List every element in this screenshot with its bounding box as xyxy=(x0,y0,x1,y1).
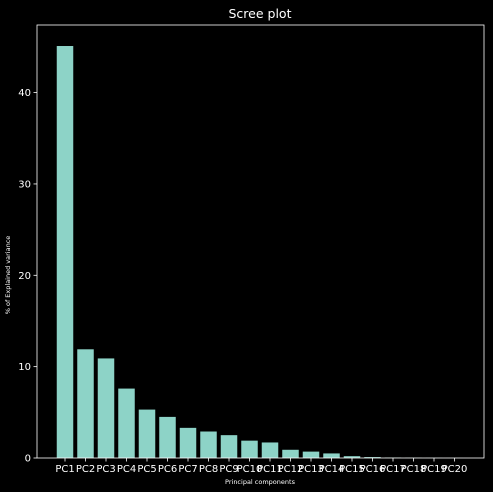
bar-pc5 xyxy=(138,409,156,458)
y-axis-label: % of Explained variance xyxy=(4,236,12,315)
bar-pc14 xyxy=(323,453,340,458)
x-tick-label: PC2 xyxy=(76,464,95,475)
y-tick-label: 20 xyxy=(18,271,31,282)
bar-pc15 xyxy=(343,456,361,458)
y-tick-label: 40 xyxy=(18,88,31,99)
x-tick-label: PC8 xyxy=(199,464,218,475)
x-tick-label: PC18 xyxy=(401,464,427,475)
chart-title: Scree plot xyxy=(229,6,292,21)
bar-pc13 xyxy=(302,451,320,458)
x-tick-label: PC14 xyxy=(319,464,345,475)
bar-pc3 xyxy=(97,358,115,458)
bar-pc9 xyxy=(220,435,238,458)
x-tick-label: PC9 xyxy=(219,464,238,475)
bar-pc11 xyxy=(261,442,279,458)
x-tick-labels: PC1 PC2 PC3 PC4 PC5 PC6 PC7 PC8 PC9PC10PC11PC12P… xyxy=(55,458,467,475)
bar-pc2 xyxy=(77,349,94,458)
x-tick-label: PC15 xyxy=(339,464,365,475)
x-tick-label: PC1 xyxy=(55,464,74,475)
bars-group xyxy=(56,46,463,458)
x-tick-label: PC20 xyxy=(442,464,468,475)
x-tick-label: PC4 xyxy=(117,464,136,475)
x-tick-label: PC3 xyxy=(96,464,115,475)
bar-pc1 xyxy=(56,46,74,458)
bar-pc12 xyxy=(282,449,299,458)
bar-pc6 xyxy=(159,416,176,458)
y-tick-label: 0 xyxy=(25,454,31,465)
x-tick-label: PC16 xyxy=(360,464,386,475)
x-tick-label: PC6 xyxy=(158,464,177,475)
y-tick-labels: 0 10 20 30 40 xyxy=(18,88,37,465)
x-axis-label: Principal components xyxy=(225,478,296,486)
bar-pc4 xyxy=(118,388,135,458)
x-tick-label: PC17 xyxy=(380,464,406,475)
x-tick-label: PC13 xyxy=(298,464,324,475)
x-tick-label: PC19 xyxy=(421,464,447,475)
plot-frame xyxy=(36,24,485,459)
y-tick-label: 10 xyxy=(18,362,31,373)
x-tick-label: PC5 xyxy=(137,464,156,475)
x-tick-label: PC10 xyxy=(237,464,263,475)
bar-pc8 xyxy=(200,431,217,458)
bar-pc16 xyxy=(364,457,381,458)
x-tick-label: PC11 xyxy=(257,464,283,475)
bar-pc10 xyxy=(241,440,258,458)
x-tick-label: PC7 xyxy=(178,464,197,475)
y-tick-label: 30 xyxy=(18,179,31,190)
x-tick-label: PC12 xyxy=(278,464,304,475)
bar-pc7 xyxy=(179,427,197,458)
